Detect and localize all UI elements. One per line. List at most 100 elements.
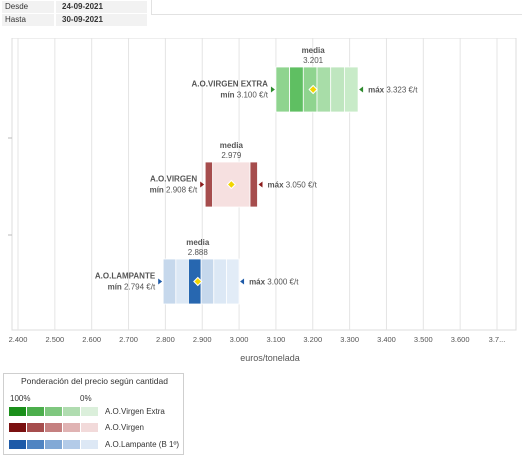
min-value: 2.908 €/t — [166, 186, 198, 195]
legend-swatch — [45, 423, 62, 432]
price-segment — [162, 258, 177, 305]
min-text: mín 2.908 €/t — [150, 186, 198, 195]
media-value: 2.888 — [188, 248, 209, 257]
legend-row: A.O.Lampante (B 1º) — [9, 439, 181, 451]
price-segment — [204, 161, 214, 208]
media-marker — [226, 179, 237, 190]
series-2: mín 2.794 €/t máx 3.000 €/t — [108, 258, 299, 305]
price-segment — [249, 161, 258, 208]
legend-row: A.O.Virgen — [9, 422, 181, 434]
legend: Ponderación del precio según cantidad 10… — [3, 373, 184, 455]
legend-swatch — [81, 440, 98, 449]
desde-row: Desde 24-09-2021 — [0, 1, 147, 13]
max-value: 3.323 €/t — [386, 86, 418, 95]
price-segment — [289, 66, 304, 113]
price-segment — [343, 66, 359, 113]
hasta-row: Hasta 30-09-2021 — [0, 14, 147, 26]
min-arrow — [270, 86, 275, 93]
max-value: 3.050 €/t — [286, 181, 318, 190]
media-marker — [193, 276, 203, 287]
x-tick-label: 3.7... — [489, 335, 506, 344]
legend-swatch — [9, 423, 26, 432]
min-arrow — [200, 181, 205, 188]
legend-swatch — [45, 440, 62, 449]
min-label: mín — [108, 283, 124, 292]
series-name: A.O.VIRGEN EXTRA — [191, 80, 268, 89]
legend-swatch — [27, 407, 44, 416]
price-segment — [200, 258, 215, 305]
media-label: media — [302, 46, 326, 55]
max-label: máx — [268, 181, 286, 190]
x-tick-label: 3.000 — [230, 335, 249, 344]
max-arrow — [258, 181, 263, 188]
min-value: 2.794 €/t — [124, 283, 156, 292]
legend-swatch — [63, 407, 80, 416]
max-text: máx 3.323 €/t — [368, 86, 418, 95]
x-tick-label: 2.500 — [45, 335, 64, 344]
x-tick-label: 3.400 — [377, 335, 396, 344]
legend-swatch — [63, 423, 80, 432]
min-text: mín 3.100 €/t — [220, 91, 268, 100]
legend-swatch — [9, 440, 26, 449]
legend-swatch — [81, 423, 98, 432]
series-0: mín 3.100 €/t máx 3.323 €/t — [220, 66, 418, 113]
media-label: media — [186, 238, 210, 247]
x-tick-label: 2.800 — [156, 335, 175, 344]
min-label: mín — [220, 91, 236, 100]
x-tick-label: 2.700 — [119, 335, 138, 344]
legend-title: Ponderación del precio según cantidad — [21, 376, 168, 386]
price-segment — [275, 66, 291, 113]
desde-value: 24-09-2021 — [56, 1, 147, 13]
desde-label: Desde — [2, 1, 54, 13]
price-segment — [330, 66, 345, 113]
price-segment — [316, 66, 332, 113]
max-value: 3.000 €/t — [267, 278, 299, 287]
max-arrow — [240, 278, 245, 285]
min-text: mín 2.794 €/t — [108, 283, 156, 292]
x-tick-label: 3.600 — [451, 335, 470, 344]
x-tick-label: 2.400 — [9, 335, 28, 344]
min-value: 3.100 €/t — [237, 91, 269, 100]
legend-pct-high: 100% — [10, 394, 31, 403]
x-tick-label: 3.100 — [267, 335, 286, 344]
price-segment — [226, 258, 240, 305]
series-1: mín 2.908 €/t máx 3.050 €/t — [150, 161, 318, 208]
legend-pct-low: 0% — [80, 394, 92, 403]
legend-swatch — [27, 440, 44, 449]
top-frame — [151, 0, 522, 15]
price-segment — [175, 258, 189, 305]
price-segment — [212, 161, 251, 208]
min-label: mín — [150, 186, 166, 195]
x-tick-label: 3.300 — [340, 335, 359, 344]
x-tick-label: 3.200 — [303, 335, 322, 344]
legend-swatch — [27, 423, 44, 432]
media-marker — [308, 84, 318, 95]
max-text: máx 3.000 €/t — [249, 278, 299, 287]
media-value: 3.201 — [303, 56, 324, 65]
max-text: máx 3.050 €/t — [268, 181, 318, 190]
series-name: A.O.VIRGEN — [150, 175, 197, 184]
hasta-label: Hasta — [2, 14, 54, 26]
price-range-chart: 2.400 2.500 2.600 2.700 2.800 2.900 3.000 3.100… — [8, 38, 517, 363]
media-label: media — [220, 141, 244, 150]
legend-row: A.O.Virgen Extra — [9, 406, 181, 418]
x-tick-label: 2.600 — [82, 335, 101, 344]
legend-swatch — [81, 407, 98, 416]
legend-series-name: A.O.Virgen Extra — [105, 407, 165, 416]
plot-frame — [11, 38, 517, 331]
x-axis-label: euros/tonelada — [240, 353, 300, 363]
max-label: máx — [249, 278, 267, 287]
legend-swatch — [9, 407, 26, 416]
media-value: 2.979 — [221, 151, 242, 160]
legend-series-name: A.O.Lampante (B 1º) — [105, 440, 180, 449]
max-arrow — [359, 86, 364, 93]
legend-series-name: A.O.Virgen — [105, 423, 144, 432]
price-segment — [213, 258, 227, 305]
series-name: A.O.LAMPANTE — [95, 272, 156, 281]
max-label: máx — [368, 86, 386, 95]
legend-swatch — [63, 440, 80, 449]
hasta-value: 30-09-2021 — [56, 14, 147, 26]
x-tick-label: 2.900 — [193, 335, 212, 344]
min-arrow — [158, 278, 163, 285]
legend-swatch — [45, 407, 62, 416]
